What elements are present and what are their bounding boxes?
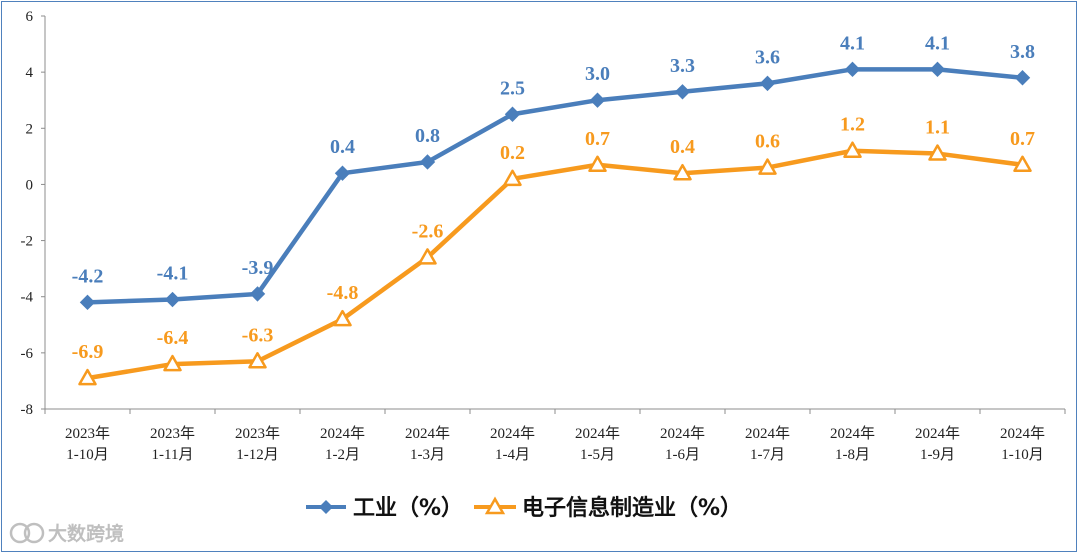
- watermark-logo-icon: [9, 522, 45, 544]
- data-label: -6.9: [72, 341, 104, 363]
- series-2-point: [843, 141, 862, 158]
- data-label: 1.1: [925, 117, 950, 139]
- legend-label-2: 电子信息制造业（%）: [522, 495, 742, 521]
- series-2-point: [588, 155, 607, 173]
- series-line-1: [85, 67, 1025, 305]
- series-2-point: [333, 309, 352, 327]
- series-1-point: [249, 286, 266, 302]
- x-tick-label-year: 2024年: [1000, 425, 1045, 442]
- x-tick-label-period: 1-7月: [750, 447, 785, 463]
- x-tick-label-period: 1-2月: [325, 447, 360, 463]
- x-tick-label-period: 1-12月: [236, 447, 279, 463]
- data-label: 0.4: [330, 136, 355, 158]
- watermark-text: 大数跨境: [48, 522, 124, 545]
- x-tick-label-period: 1-6月: [665, 447, 700, 463]
- data-label: 3.6: [755, 46, 780, 68]
- x-tick-label-year: 2024年: [830, 425, 875, 442]
- series-2-point: [163, 354, 182, 372]
- series-2-point: [758, 158, 777, 175]
- x-tick-label-year: 2024年: [745, 425, 790, 442]
- x-tick-label-period: 1-11月: [152, 447, 194, 463]
- x-tick-label-period: 1-8月: [835, 447, 870, 463]
- series-1-point: [504, 106, 521, 122]
- legend-marker-1: [319, 500, 333, 514]
- y-tick-label: -8: [21, 402, 34, 418]
- series-1-point: [1014, 70, 1031, 86]
- series-line-2: [85, 148, 1025, 381]
- series-1-point: [164, 291, 181, 308]
- series-2-point: [928, 144, 947, 161]
- series-1-point: [419, 154, 436, 170]
- data-label: -4.1: [157, 263, 189, 285]
- x-tick-label-year: 2023年: [235, 425, 280, 442]
- series-2-point: [503, 169, 522, 187]
- x-tick-label-period: 1-10月: [1001, 447, 1044, 463]
- data-label: -4.8: [327, 282, 359, 304]
- y-tick-label: 0: [26, 177, 34, 193]
- x-tick-label-period: 1-5月: [580, 447, 615, 463]
- x-tick-label-year: 2024年: [915, 425, 960, 442]
- data-label: 3.0: [585, 63, 610, 85]
- x-tick-label-year: 2024年: [575, 425, 620, 442]
- y-tick-label: -6: [21, 346, 34, 362]
- y-tick-label: -2: [21, 234, 34, 250]
- y-tick-label: 4: [26, 65, 34, 81]
- data-label: -6.4: [157, 327, 189, 349]
- data-label: 2.5: [500, 77, 525, 99]
- y-tick-label: -4: [21, 290, 34, 306]
- series-1-point: [844, 61, 861, 78]
- data-label: 0.4: [670, 136, 695, 158]
- data-label: -6.3: [242, 324, 274, 346]
- series-2-point: [673, 163, 692, 181]
- data-label: 3.3: [670, 55, 695, 77]
- series-2-point: [1013, 155, 1032, 173]
- x-tick-label-year: 2024年: [490, 425, 535, 442]
- x-tick-label-year: 2024年: [660, 425, 705, 442]
- legend-marker-2: [484, 496, 506, 515]
- data-label: 0.6: [755, 131, 780, 153]
- data-label: 1.2: [840, 114, 865, 136]
- data-label: 0.7: [585, 128, 610, 150]
- x-tick-label-period: 1-4月: [495, 447, 530, 463]
- series-1-point: [589, 92, 606, 108]
- data-label: 3.8: [1010, 41, 1035, 63]
- series-1-point: [79, 294, 96, 311]
- series-1-point: [759, 75, 776, 92]
- x-tick-label-year: 2023年: [65, 425, 110, 442]
- data-label: 4.1: [925, 32, 950, 54]
- series-1-point: [674, 84, 691, 100]
- series-2-point: [418, 248, 437, 265]
- x-tick-label-year: 2024年: [405, 425, 450, 442]
- x-tick-label-year: 2024年: [320, 425, 365, 442]
- legend-label-1: 工业（%）: [353, 496, 463, 521]
- data-label: 0.7: [1010, 128, 1035, 150]
- data-label: -3.9: [242, 257, 274, 279]
- x-tick-label-period: 1-9月: [920, 447, 955, 463]
- x-tick-label-period: 1-3月: [410, 447, 445, 463]
- y-tick-label: 6: [26, 9, 34, 25]
- series-1-point: [929, 61, 946, 78]
- data-label: -4.2: [72, 265, 104, 287]
- series-2-point: [78, 368, 97, 386]
- data-label: 0.8: [415, 125, 440, 147]
- series-2-point: [248, 352, 267, 369]
- data-label: -2.6: [412, 220, 444, 242]
- x-tick-label-year: 2023年: [150, 425, 195, 442]
- data-label: 0.2: [500, 142, 525, 164]
- data-label: 4.1: [840, 32, 865, 54]
- x-tick-label-period: 1-10月: [66, 447, 109, 463]
- y-tick-label: 2: [26, 121, 34, 137]
- series-1-point: [334, 165, 351, 181]
